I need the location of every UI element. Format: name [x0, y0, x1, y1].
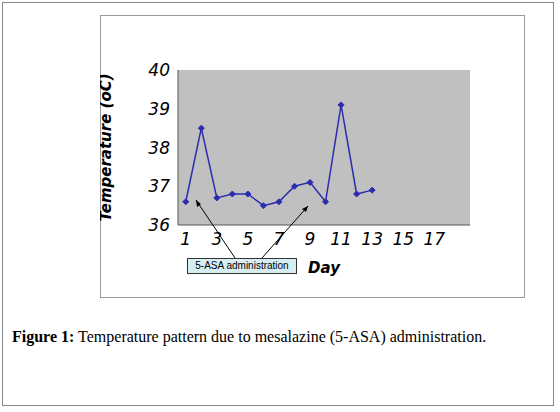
svg-text:36: 36: [148, 215, 170, 235]
html-text:5-ASA administration: 5-ASA administration: [195, 260, 289, 271]
html-text:Figure 1: Temperature pattern: Figure 1: Temperature pattern due to mes…: [12, 328, 487, 345]
svg-text:38: 38: [148, 138, 170, 158]
svg-text:11: 11: [330, 229, 352, 249]
svg-text:7: 7: [274, 229, 285, 249]
svg-text:17: 17: [423, 229, 445, 249]
svg-text:15: 15: [392, 229, 414, 249]
svg-text:39: 39: [148, 99, 170, 119]
svg-text:13: 13: [361, 229, 383, 249]
svg-text:3: 3: [211, 229, 222, 249]
svg-text:5: 5: [242, 229, 253, 249]
svg-text:Day: Day: [308, 259, 341, 277]
svg-text:Temperature (oC): Temperature (oC): [100, 73, 115, 221]
svg-text:9: 9: [305, 229, 316, 249]
svg-text:40: 40: [148, 60, 170, 80]
svg-text:37: 37: [148, 176, 170, 196]
svg-text:1: 1: [180, 229, 191, 249]
